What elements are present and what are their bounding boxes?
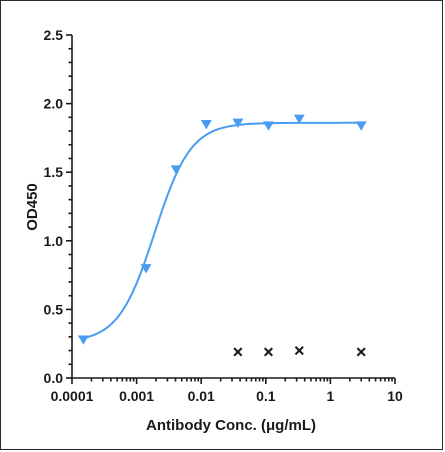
y-tick-label: 2.5 [44, 27, 64, 43]
x-tick-label: 1 [327, 388, 335, 404]
x-marker [356, 347, 366, 357]
x-tick-label: 0.001 [119, 388, 154, 404]
y-tick-label: 0.5 [44, 301, 64, 317]
x-marker-stroke [294, 346, 304, 356]
y-axis-title: OD450 [24, 183, 41, 231]
axes [66, 34, 396, 384]
triangle-marker [232, 118, 244, 129]
x-marker [263, 347, 273, 357]
tick-labels: 0.0 0.5 1.0 1.5 2.0 2.5 0.0001 0.001 0.01 0.1 1 10 [44, 27, 403, 404]
triangle-marker [77, 335, 89, 345]
x-marker [294, 346, 304, 356]
x-tick-label: 0.01 [188, 388, 215, 404]
x-marker-stroke [356, 347, 366, 357]
y-tick-label: 2.0 [44, 96, 64, 112]
triangle-marker [262, 121, 274, 131]
triangle-marker [293, 114, 305, 124]
x-tick-label: 10 [387, 388, 403, 404]
x-marker-stroke [263, 347, 273, 357]
x-marker [233, 347, 243, 357]
triangle-marker [170, 165, 182, 175]
y-tick-label: 0.0 [44, 370, 64, 386]
y-tick-label: 1.0 [44, 233, 64, 249]
triangle-marker [200, 120, 212, 130]
x-tick-label: 0.1 [256, 388, 276, 404]
x-tick-label: 0.0001 [51, 388, 94, 404]
fit-curves [83, 121, 362, 340]
data-markers [77, 114, 367, 357]
x-axis-title: Antibody Conc. (μg/mL) [146, 417, 316, 434]
x-marker-stroke [233, 347, 243, 357]
y-tick-label: 1.5 [44, 164, 64, 180]
triangle-marker [355, 121, 367, 131]
fit-curve [83, 121, 362, 340]
triangle-marker [140, 264, 152, 274]
